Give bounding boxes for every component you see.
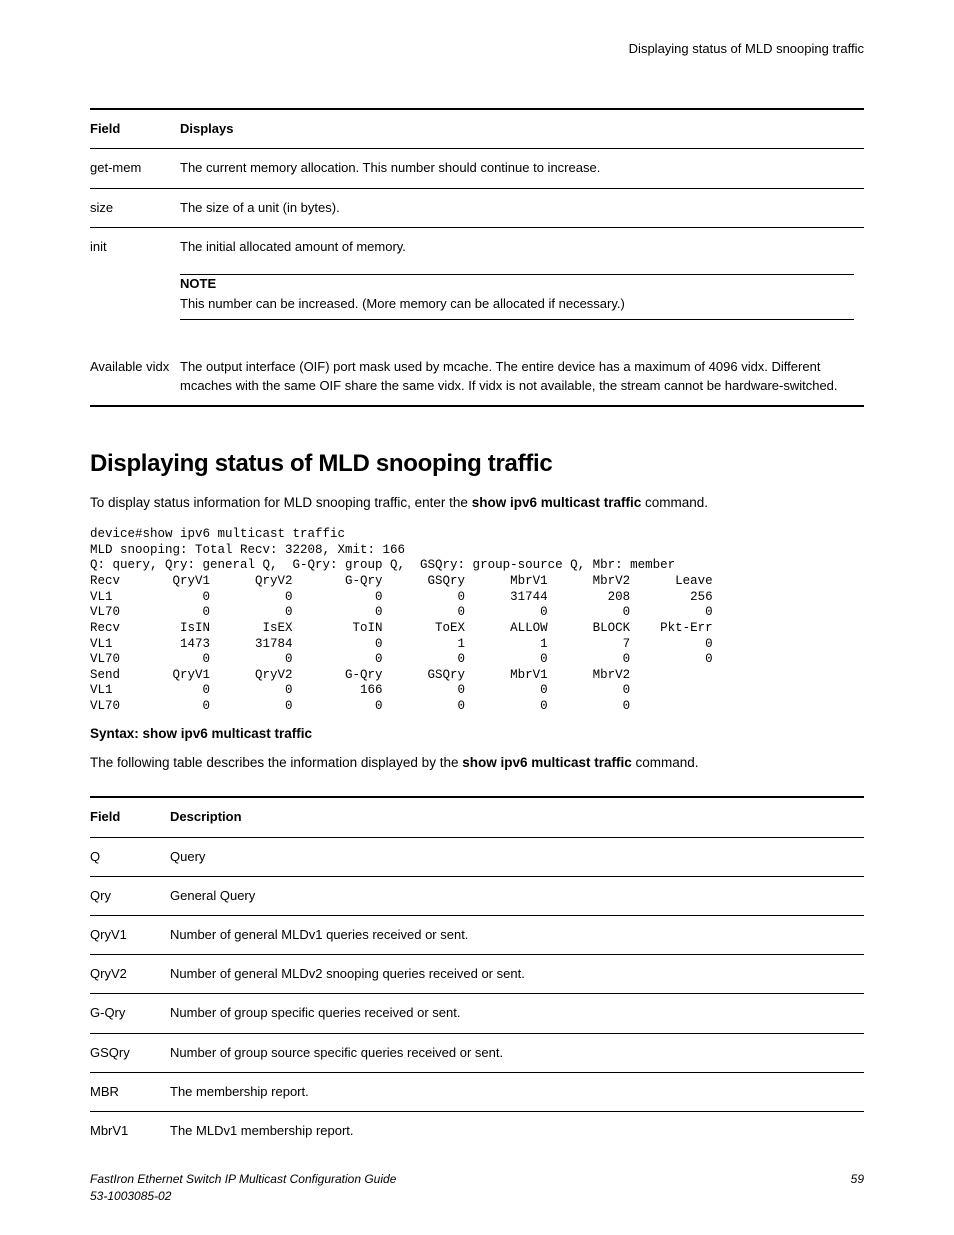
table1-row: init The initial allocated amount of mem…	[90, 228, 864, 349]
table2-row: QryV1 Number of general MLDv1 queries re…	[90, 916, 864, 954]
running-head: Displaying status of MLD snooping traffi…	[90, 40, 864, 58]
intro-command: show ipv6 multicast traffic	[472, 495, 642, 510]
table2-header-row: Field Description	[90, 798, 864, 836]
table2-cell-desc: Number of group source specific queries …	[170, 1034, 864, 1072]
table1-header-field: Field	[90, 110, 180, 148]
table1-cell-desc-with-note: The initial allocated amount of memory. …	[180, 228, 864, 349]
table1-cell-field: size	[90, 189, 180, 227]
footer-left: FastIron Ethernet Switch IP Multicast Co…	[90, 1171, 396, 1205]
table1-header-row: Field Displays	[90, 110, 864, 148]
table1-bottom-rule	[90, 405, 864, 407]
table2-row: QryV2 Number of general MLDv2 snooping q…	[90, 955, 864, 993]
table2-row: MbrV1 The MLDv1 membership report.	[90, 1112, 864, 1150]
footer-title: FastIron Ethernet Switch IP Multicast Co…	[90, 1171, 396, 1188]
table2-cell-field: QryV1	[90, 916, 170, 954]
intro-paragraph: To display status information for MLD sn…	[90, 494, 864, 513]
table1-cell-desc: The current memory allocation. This numb…	[180, 149, 864, 187]
note-bottom-rule	[180, 319, 854, 320]
note-block: NOTE This number can be increased. (More…	[180, 274, 854, 320]
table2-row: Qry General Query	[90, 877, 864, 915]
table1-cell-field: get-mem	[90, 149, 180, 187]
table1-init-desc: The initial allocated amount of memory.	[180, 238, 854, 256]
table2-cell-field: GSQry	[90, 1034, 170, 1072]
table2-row: G-Qry Number of group specific queries r…	[90, 994, 864, 1032]
table2-cell-desc: Query	[170, 838, 864, 876]
table1-row: size The size of a unit (in bytes).	[90, 189, 864, 227]
table2-cell-field: QryV2	[90, 955, 170, 993]
table2-intro-after: command.	[632, 755, 699, 770]
table2-cell-desc: Number of group specific queries receive…	[170, 994, 864, 1032]
table2-cell-desc: The MLDv1 membership report.	[170, 1112, 864, 1150]
table1-cell-field: init	[90, 228, 180, 349]
table2-cell-desc: Number of general MLDv2 snooping queries…	[170, 955, 864, 993]
table2-cell-field: Q	[90, 838, 170, 876]
table1: Field Displays get-mem The current memor…	[90, 110, 864, 405]
syntax-line: Syntax: show ipv6 multicast traffic	[90, 725, 864, 744]
table2-cell-field: MbrV1	[90, 1112, 170, 1150]
note-text: This number can be increased. (More memo…	[180, 295, 854, 313]
footer-docnum: 53-1003085-02	[90, 1188, 396, 1205]
intro-after: command.	[641, 495, 708, 510]
table2-row: GSQry Number of group source specific qu…	[90, 1034, 864, 1072]
table2-intro-before: The following table describes the inform…	[90, 755, 462, 770]
table1-header-displays: Displays	[180, 110, 864, 148]
table2-cell-desc: Number of general MLDv1 queries received…	[170, 916, 864, 954]
table2-header-desc: Description	[170, 798, 864, 836]
table2-intro-cmd: show ipv6 multicast traffic	[462, 755, 632, 770]
table1-cell-field: Available vidx	[90, 348, 180, 404]
table2-cell-field: Qry	[90, 877, 170, 915]
table2-row: MBR The membership report.	[90, 1073, 864, 1111]
table1-cell-desc: The size of a unit (in bytes).	[180, 189, 864, 227]
intro-before: To display status information for MLD sn…	[90, 495, 472, 510]
table2-cell-desc: The membership report.	[170, 1073, 864, 1111]
footer-page-number: 59	[851, 1171, 864, 1205]
table2-cell-desc: General Query	[170, 877, 864, 915]
table2-cell-field: MBR	[90, 1073, 170, 1111]
table1-row: Available vidx The output interface (OIF…	[90, 348, 864, 404]
table2-intro: The following table describes the inform…	[90, 754, 864, 773]
table2-row: Q Query	[90, 838, 864, 876]
page-footer: FastIron Ethernet Switch IP Multicast Co…	[90, 1171, 864, 1205]
table2-header-field: Field	[90, 798, 170, 836]
table1-cell-desc: The output interface (OIF) port mask use…	[180, 348, 864, 404]
table2: Field Description Q Query Qry General Qu…	[90, 798, 864, 1150]
table1-row: get-mem The current memory allocation. T…	[90, 149, 864, 187]
table2-cell-field: G-Qry	[90, 994, 170, 1032]
note-label: NOTE	[180, 275, 854, 293]
page: Displaying status of MLD snooping traffi…	[0, 0, 954, 1235]
code-block: device#show ipv6 multicast traffic MLD s…	[90, 527, 864, 715]
section-heading: Displaying status of MLD snooping traffi…	[90, 447, 864, 481]
